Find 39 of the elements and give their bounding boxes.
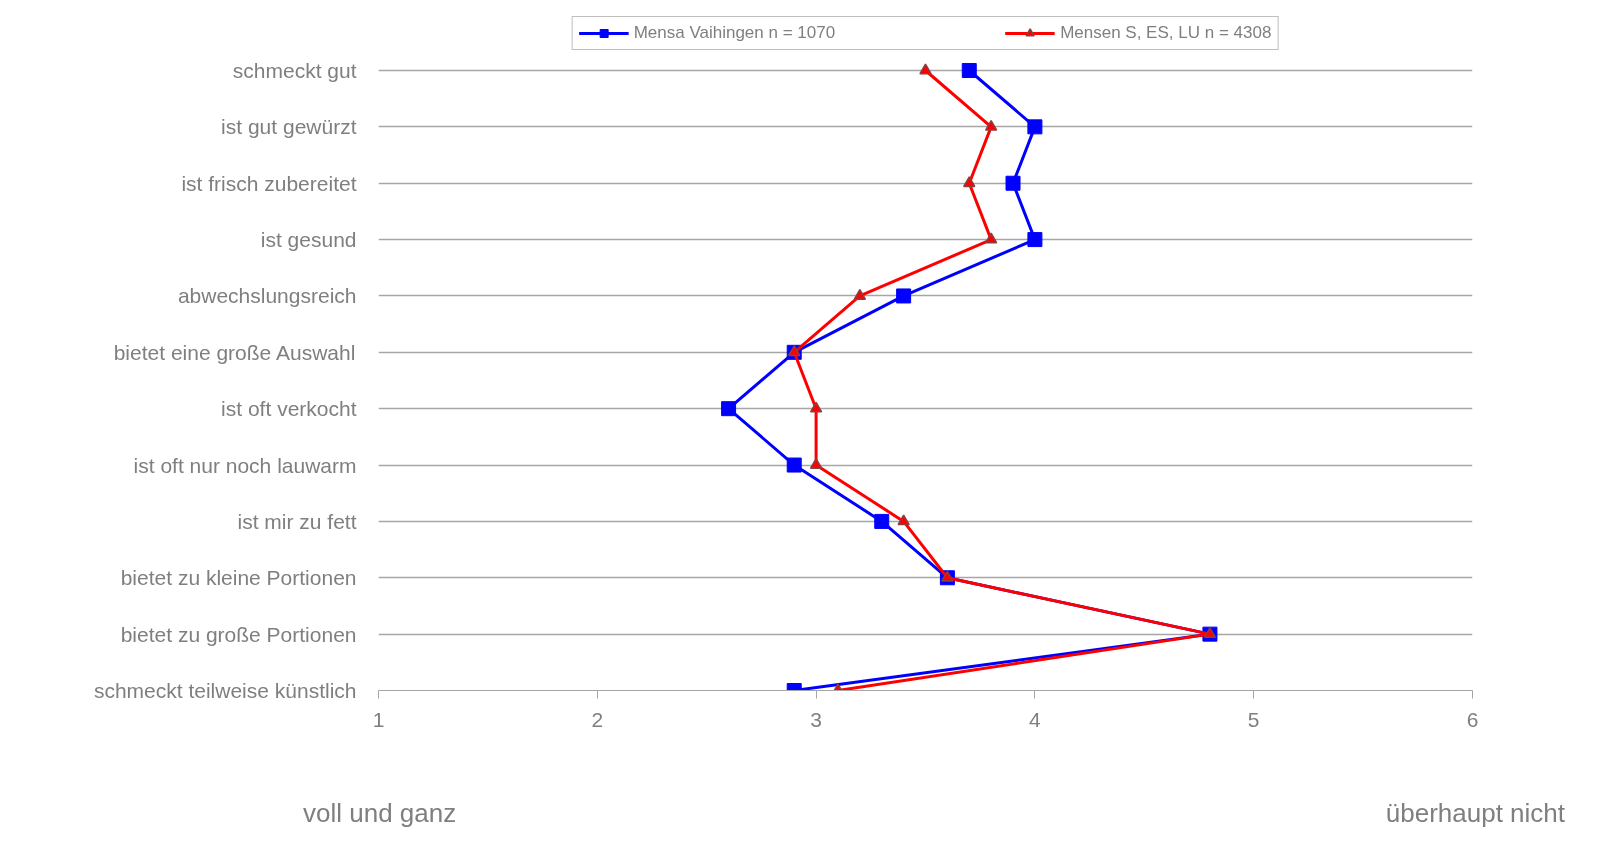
point <box>963 176 976 188</box>
y-tick-label: ist mir zu fett <box>237 509 357 533</box>
point <box>941 570 954 582</box>
y-tick-label: bietet zu kleine Portionen <box>120 566 357 590</box>
point <box>961 63 977 78</box>
y-tick-label: ist gut gewürzt <box>221 115 357 139</box>
point <box>721 401 737 417</box>
point <box>984 119 998 131</box>
x-tick-label: 4 <box>1029 707 1042 731</box>
text: voll und ganz <box>303 797 457 830</box>
x-tick-label: 1 <box>372 707 385 731</box>
point <box>809 401 823 413</box>
x-tick-label: 5 <box>1247 707 1260 731</box>
x-tick-label: 6 <box>1466 707 1479 731</box>
y-tick-label: abwechslungsreich <box>177 284 357 308</box>
y-tick-label: ist oft nur noch lauwarm <box>133 453 357 477</box>
point <box>1005 175 1021 191</box>
point <box>1027 232 1043 248</box>
point <box>853 288 867 300</box>
point <box>809 457 823 469</box>
x-tick-label: 3 <box>810 707 822 731</box>
text: überhaupt nicht <box>1385 797 1565 830</box>
point <box>896 288 912 304</box>
point <box>786 457 802 473</box>
y-tick-label: schmeckt teilweise künstlich <box>93 679 357 702</box>
legend-label: Mensa Vaihingen n = 1070 <box>633 23 836 43</box>
x-tick-label: 2 <box>591 707 604 731</box>
y-tick-label: schmeckt gut <box>232 59 357 82</box>
legend-label: Mensen S, ES, LU n = 4308 <box>1060 23 1272 43</box>
point <box>874 513 890 529</box>
y-tick-label: ist gesund <box>260 228 357 252</box>
point <box>919 63 932 75</box>
y-tick-label: ist frisch zubereitet <box>181 171 357 195</box>
y-tick-label: bietet zu große Portionen <box>120 622 357 646</box>
y-tick-label: bietet eine große Auswahl <box>113 340 356 364</box>
y-tick-label: ist oft verkocht <box>221 397 357 421</box>
point <box>1027 119 1043 135</box>
point <box>984 232 998 244</box>
point <box>897 514 910 526</box>
